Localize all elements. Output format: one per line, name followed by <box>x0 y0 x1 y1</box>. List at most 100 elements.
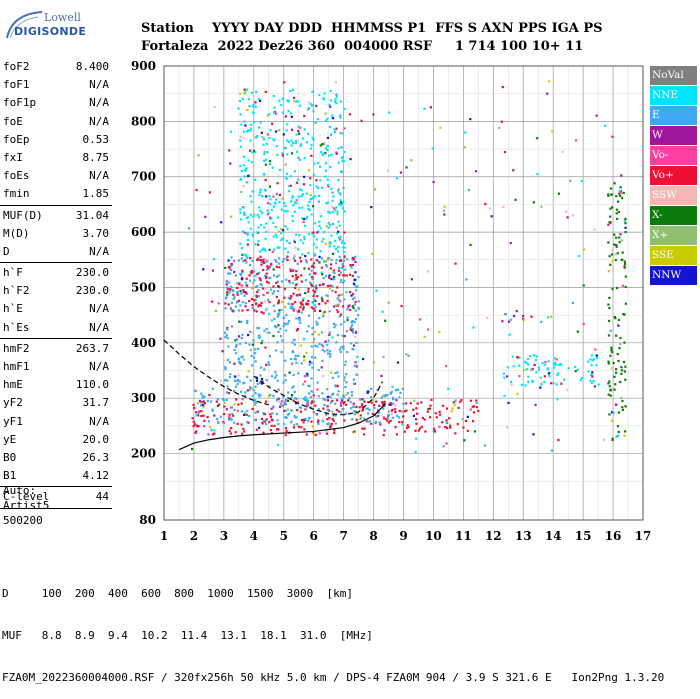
echo-dot <box>343 376 346 379</box>
echo-dot <box>454 399 457 402</box>
echo-dot <box>269 428 273 432</box>
echo-dot <box>295 329 299 332</box>
param-value: N/A <box>89 302 109 316</box>
echo-dot <box>624 365 627 368</box>
echo-dot <box>609 389 612 392</box>
noise-dot <box>326 395 330 398</box>
echo-dot <box>356 285 359 288</box>
echo-dot <box>306 108 310 111</box>
echo-dot <box>286 123 289 126</box>
echo-dot <box>371 412 375 415</box>
echo-dot <box>227 265 231 269</box>
echo-dot <box>339 235 342 238</box>
noise-dot <box>502 205 505 208</box>
echo-dot <box>341 156 344 159</box>
echo-dot <box>326 299 329 302</box>
echo-dot <box>314 121 317 124</box>
echo-dot <box>453 403 456 407</box>
noise-dot <box>381 310 384 313</box>
echo-dot <box>445 426 449 430</box>
echo-dot <box>337 203 341 206</box>
echo-dot <box>539 376 542 379</box>
echo-dot <box>271 292 274 295</box>
echo-dot <box>300 362 303 365</box>
echo-dot <box>249 195 252 198</box>
param-name: yE <box>3 432 17 446</box>
echo-dot <box>246 88 249 91</box>
echo-dot <box>315 286 318 290</box>
param-value: 110.0 <box>75 378 109 392</box>
echo-dot <box>292 399 295 402</box>
echo-dot <box>234 274 237 277</box>
echo-dot <box>232 414 235 417</box>
echo-dot <box>299 301 302 304</box>
echo-dot <box>340 202 343 205</box>
echo-dot <box>246 231 249 235</box>
echo-dot <box>263 173 266 176</box>
echo-dot <box>249 379 252 382</box>
param-value: 0.53 <box>82 132 110 146</box>
echo-dot <box>311 264 315 267</box>
echo-dot <box>328 333 331 336</box>
echo-dot <box>275 265 278 268</box>
echo-dot <box>248 105 251 108</box>
echo-dot <box>612 411 615 415</box>
echo-dot <box>263 159 266 163</box>
echo-dot <box>258 259 261 262</box>
header-columns-row: Station YYYY DAY DDD HHMMSS P1 FFS S AXN… <box>141 21 608 36</box>
echo-dot <box>278 230 281 233</box>
echo-dot <box>318 309 322 313</box>
echo-dot <box>511 355 514 358</box>
x-tick-label: 14 <box>545 529 562 543</box>
echo-dot <box>241 269 244 272</box>
echo-dot <box>313 222 316 225</box>
echo-dot <box>257 288 260 292</box>
echo-dot <box>211 408 214 411</box>
echo-dot <box>356 314 360 317</box>
echo-dot <box>339 199 342 202</box>
echo-dot <box>340 346 343 349</box>
echo-dot <box>621 196 624 200</box>
echo-dot <box>609 207 612 210</box>
noise-dot <box>314 330 317 334</box>
echo-dot <box>340 259 343 262</box>
echo-dot <box>464 419 468 423</box>
echo-dot <box>197 411 200 415</box>
echo-dot <box>226 291 229 294</box>
noise-dot <box>532 201 535 204</box>
echo-dot <box>611 206 614 209</box>
echo-dot <box>252 149 256 152</box>
echo-dot <box>239 290 242 293</box>
echo-dot <box>267 267 270 270</box>
param-separator <box>0 507 112 509</box>
x-tick-label: 12 <box>485 529 502 543</box>
echo-dot <box>390 403 393 406</box>
echo-dot <box>303 114 306 118</box>
noise-dot <box>391 385 394 388</box>
echo-dot <box>233 348 236 352</box>
noise-dot <box>414 450 417 454</box>
echo-dot <box>361 409 364 412</box>
echo-dot <box>284 359 287 362</box>
noise-dot <box>253 213 256 216</box>
echo-dot <box>290 393 294 397</box>
echo-dot <box>247 129 250 132</box>
echo-dot <box>321 348 324 351</box>
echo-dot <box>243 175 247 178</box>
echo-dot <box>610 419 614 422</box>
echo-dot <box>592 379 595 383</box>
echo-dot <box>617 411 620 414</box>
footer-muf-row: MUF 8.8 8.9 9.4 10.2 11.4 13.1 18.1 31.0… <box>2 629 373 642</box>
echo-dot <box>355 373 358 376</box>
echo-dot <box>256 285 259 288</box>
echo-dot <box>284 225 287 228</box>
echo-dot <box>331 399 334 403</box>
echo-dot <box>475 401 478 405</box>
echo-dot <box>615 368 618 371</box>
echo-dot <box>506 375 509 378</box>
echo-dot <box>351 319 354 323</box>
echo-dot <box>510 383 513 386</box>
echo-dot <box>322 237 325 240</box>
echo-dot <box>420 401 423 404</box>
echo-dot <box>337 161 340 164</box>
